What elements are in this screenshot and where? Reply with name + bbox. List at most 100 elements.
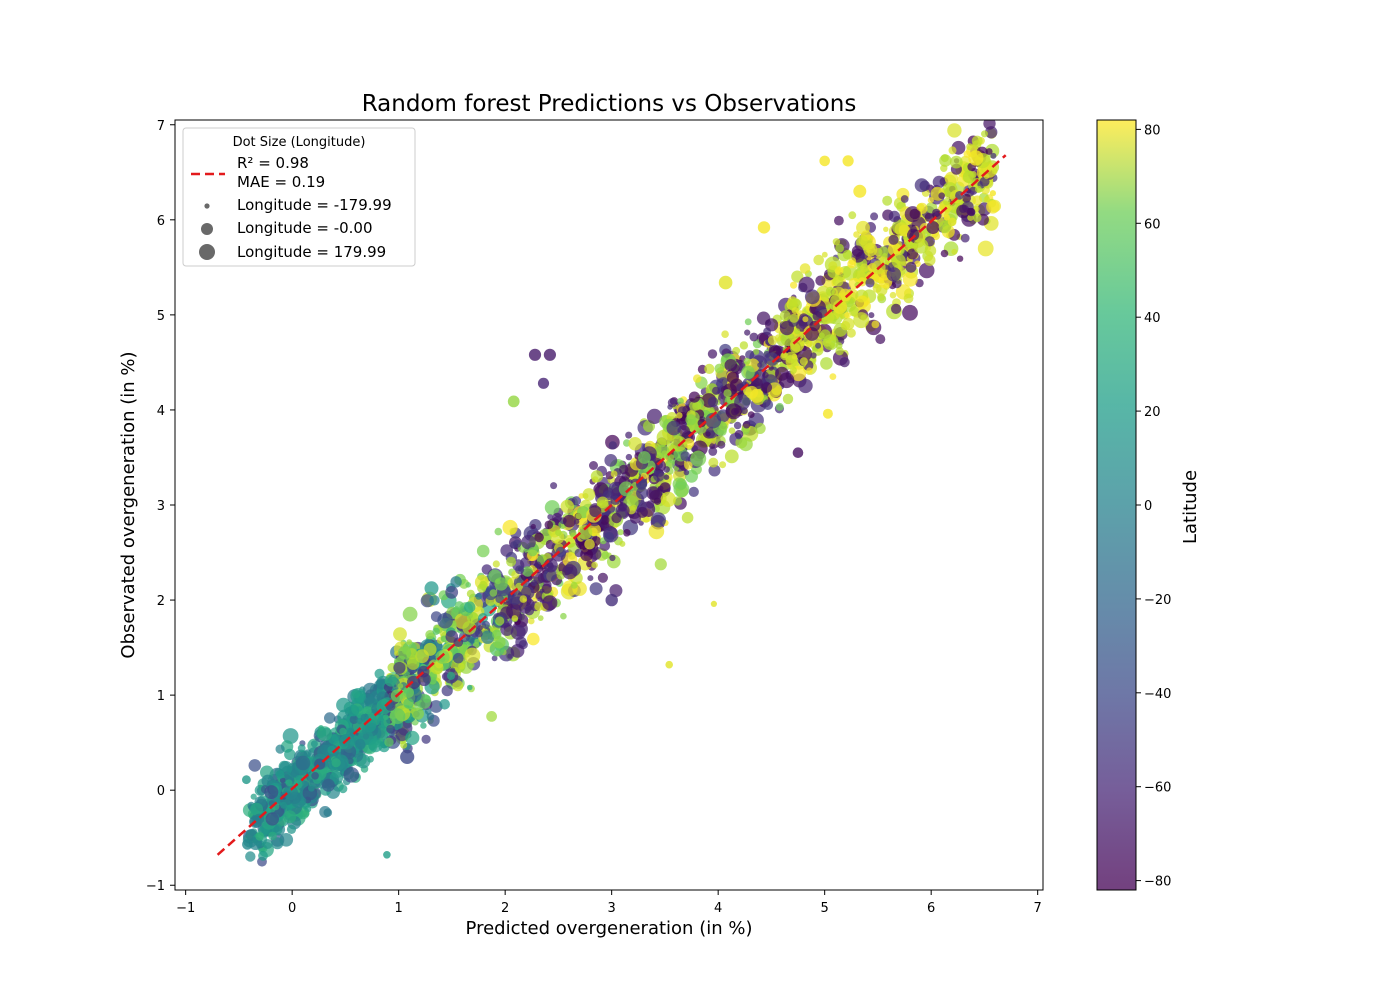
scatter-point bbox=[623, 529, 631, 537]
colorbar-tick-label: −60 bbox=[1144, 781, 1171, 796]
scatter-point bbox=[697, 418, 706, 428]
scatter-point bbox=[493, 635, 506, 649]
scatter-point bbox=[844, 312, 851, 319]
y-tick-label: 6 bbox=[157, 214, 165, 229]
scatter-point bbox=[938, 192, 945, 199]
scatter-point bbox=[547, 513, 554, 520]
scatter-point bbox=[500, 622, 514, 637]
colorbar-tick-label: −20 bbox=[1144, 593, 1171, 608]
scatter-point bbox=[767, 335, 778, 346]
scatter-point bbox=[708, 464, 721, 477]
scatter-point bbox=[926, 221, 940, 234]
scatter-point bbox=[981, 130, 988, 138]
legend-size-medium-marker bbox=[201, 223, 213, 235]
scatter-point bbox=[321, 778, 335, 792]
scatter-point bbox=[971, 135, 983, 147]
scatter-point bbox=[835, 347, 844, 356]
y-axis-ticks: −1 0 1 2 3 4 5 6 7 bbox=[146, 119, 175, 894]
scatter-point bbox=[983, 196, 991, 203]
scatter-point bbox=[806, 367, 813, 374]
scatter-point bbox=[690, 450, 707, 467]
scatter-point-outlier bbox=[792, 447, 804, 459]
scatter-point bbox=[552, 512, 562, 523]
y-tick-label: 4 bbox=[157, 404, 165, 419]
scatter-point bbox=[846, 328, 856, 338]
legend-size-large-label: Longitude = 179.99 bbox=[237, 243, 386, 261]
scatter-point bbox=[367, 755, 374, 763]
scatter-point bbox=[791, 307, 799, 315]
scatter-point bbox=[286, 824, 297, 835]
scatter-point bbox=[412, 707, 424, 720]
scatter-point-outlier bbox=[710, 600, 718, 608]
scatter-point bbox=[348, 727, 354, 733]
scatter-point bbox=[453, 652, 464, 664]
scatter-point bbox=[283, 785, 299, 801]
scatter-point bbox=[680, 451, 691, 461]
legend-size-small-label: Longitude = -179.99 bbox=[237, 196, 392, 214]
scatter-point bbox=[927, 197, 934, 204]
scatter-point bbox=[343, 767, 360, 783]
scatter-point bbox=[940, 249, 949, 258]
scatter-point bbox=[403, 687, 410, 694]
scatter-point bbox=[570, 581, 578, 589]
scatter-point bbox=[386, 724, 395, 734]
scatter-point bbox=[275, 744, 285, 754]
scatter-point bbox=[541, 583, 552, 594]
scatter-point bbox=[363, 693, 375, 705]
scatter-point bbox=[902, 304, 918, 321]
y-tick-label: 5 bbox=[157, 309, 165, 324]
scatter-point bbox=[757, 362, 763, 368]
scatter-point bbox=[834, 266, 844, 275]
scatter-point bbox=[311, 772, 319, 780]
scatter-point bbox=[738, 437, 753, 452]
scatter-point bbox=[458, 663, 465, 670]
scatter-point bbox=[589, 461, 598, 470]
scatter-point bbox=[403, 698, 414, 709]
scatter-point bbox=[648, 523, 665, 540]
scatter-point bbox=[670, 435, 687, 452]
scatter-point bbox=[907, 248, 918, 260]
scatter-point bbox=[560, 499, 575, 514]
scatter-point bbox=[868, 312, 875, 319]
scatter-point bbox=[835, 243, 844, 253]
scatter-point bbox=[587, 575, 594, 582]
scatter-point bbox=[791, 353, 798, 360]
scatter-point bbox=[805, 339, 813, 347]
scatter-point bbox=[820, 357, 833, 370]
scatter-point bbox=[875, 334, 886, 345]
scatter-point bbox=[956, 204, 970, 219]
scatter-point bbox=[763, 327, 771, 336]
scatter-point bbox=[489, 589, 498, 597]
y-tick-label: 7 bbox=[157, 119, 165, 134]
scatter-point bbox=[492, 560, 500, 568]
scatter-point bbox=[863, 242, 878, 257]
scatter-point-outlier bbox=[537, 377, 550, 389]
scatter-point bbox=[255, 831, 265, 841]
scatter-point bbox=[667, 398, 678, 408]
scatter-point bbox=[491, 655, 498, 662]
scatter-point bbox=[979, 176, 990, 187]
scatter-point bbox=[393, 627, 407, 641]
scatter-point bbox=[275, 770, 285, 779]
scatter-point-outlier bbox=[543, 348, 557, 361]
scatter-point bbox=[972, 213, 982, 223]
scatter-point bbox=[794, 328, 801, 335]
scatter-point bbox=[986, 200, 1000, 214]
scatter-point bbox=[821, 251, 828, 258]
scatter-point bbox=[465, 582, 472, 588]
scatter-point bbox=[480, 630, 495, 644]
scatter-point bbox=[510, 644, 525, 658]
scatter-point bbox=[924, 254, 936, 266]
scatter-point bbox=[847, 259, 856, 269]
scatter-point bbox=[916, 203, 925, 212]
scatter-point bbox=[589, 505, 602, 518]
scatter-point bbox=[804, 289, 820, 305]
scatter-point bbox=[975, 185, 982, 193]
scatter-point-outlier bbox=[757, 221, 771, 234]
scatter-point bbox=[977, 240, 994, 257]
x-tick-label: 6 bbox=[927, 901, 935, 916]
scatter-point bbox=[317, 726, 332, 742]
scatter-point bbox=[676, 412, 683, 419]
scatter-point bbox=[907, 228, 920, 241]
